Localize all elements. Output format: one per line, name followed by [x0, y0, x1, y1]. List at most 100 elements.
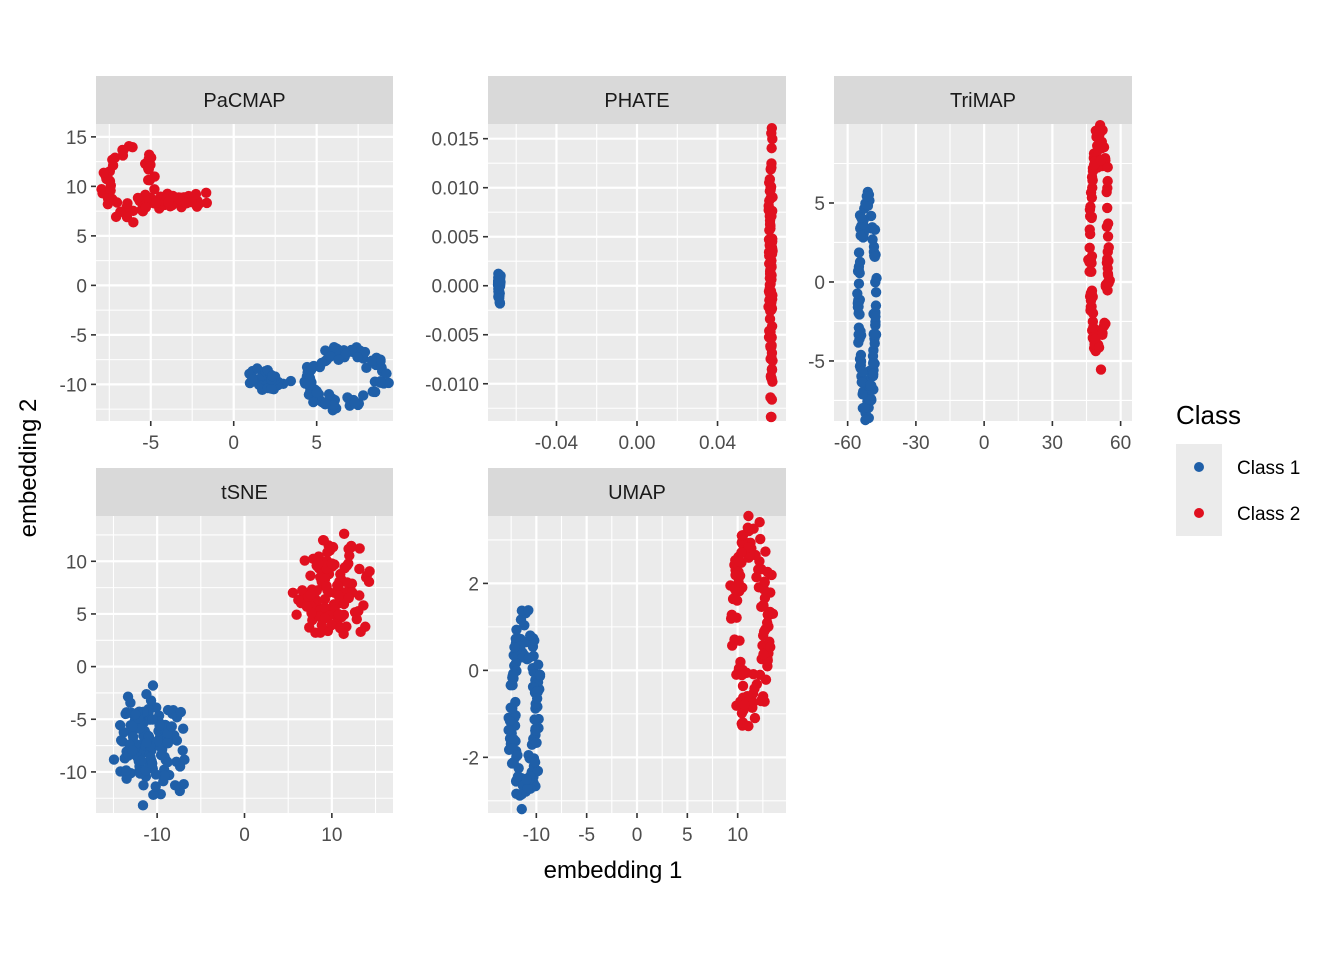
point-umap-class-1 — [511, 788, 522, 799]
point-trimap-class-1 — [867, 234, 878, 245]
point-trimap-class-2 — [1086, 212, 1097, 224]
y-tick-label: 0 — [468, 661, 479, 682]
point-tsne-class-2 — [351, 613, 362, 625]
point-trimap-class-2 — [1102, 175, 1113, 187]
point-tsne-class-2 — [326, 619, 338, 631]
point-trimap-class-2 — [1086, 266, 1097, 277]
point-trimap-class-2 — [1088, 322, 1099, 333]
point-tsne-class-1 — [159, 770, 170, 781]
y-tick-label: 5 — [76, 227, 87, 248]
point-pacmap-class-1 — [316, 357, 327, 369]
point-tsne-class-2 — [333, 590, 344, 602]
points-tsne — [108, 528, 375, 811]
point-trimap-class-1 — [855, 230, 866, 241]
axes-pacmap: -5 0 5 -10 -5 0 5 10 15 — [60, 128, 322, 454]
point-tsne-class-1 — [154, 720, 165, 731]
point-trimap-class-1 — [860, 414, 871, 426]
point-pacmap-class-1 — [359, 346, 371, 358]
point-pacmap-class-1 — [299, 378, 311, 389]
point-trimap-class-1 — [869, 224, 881, 235]
strip-pacmap — [96, 76, 393, 124]
point-umap-class-1 — [513, 762, 524, 774]
point-tsne-class-1 — [138, 780, 149, 791]
point-umap-class-1 — [525, 630, 536, 641]
y-tick-label: -5 — [808, 352, 825, 373]
x-tick-label: 0 — [239, 825, 250, 846]
panel-tsne: tSNE -10 0 10 -10 -5 0 5 10 — [60, 468, 393, 846]
point-tsne-class-2 — [321, 580, 332, 592]
point-trimap-class-1 — [857, 389, 868, 400]
point-umap-class-2 — [754, 669, 766, 680]
point-trimap-class-1 — [867, 350, 879, 362]
point-pacmap-class-1 — [349, 398, 361, 409]
point-trimap-class-2 — [1084, 242, 1095, 254]
axes-trimap: -60 -30 0 30 60 -5 0 5 — [808, 194, 1131, 454]
point-trimap-class-1 — [860, 199, 872, 210]
y-tick-label: 0 — [76, 658, 87, 679]
y-tick-label: -5 — [70, 326, 87, 347]
point-trimap-class-2 — [1095, 155, 1107, 166]
point-tsne-class-1 — [147, 680, 159, 691]
point-tsne-class-2 — [338, 628, 349, 640]
point-umap-class-1 — [534, 669, 546, 680]
legend-marker-class-1 — [1194, 462, 1204, 472]
point-tsne-class-2 — [301, 601, 313, 612]
point-pacmap-class-2 — [115, 206, 126, 218]
point-tsne-class-2 — [332, 580, 343, 591]
point-umap-class-2 — [733, 556, 744, 567]
x-tick-label: -5 — [142, 433, 159, 454]
point-tsne-class-2 — [291, 609, 302, 620]
x-tick-label: -0.04 — [535, 433, 579, 454]
point-pacmap-class-2 — [149, 184, 160, 195]
point-tsne-class-1 — [174, 761, 186, 772]
axes-umap: -10 -5 0 5 10 -2 0 2 — [462, 574, 748, 846]
point-tsne-class-2 — [354, 590, 365, 601]
point-tsne-class-2 — [344, 550, 355, 561]
point-umap-class-2 — [755, 695, 767, 707]
point-tsne-class-1 — [137, 800, 149, 811]
point-tsne-class-1 — [147, 714, 158, 725]
point-pacmap-class-1 — [267, 370, 278, 382]
point-tsne-class-1 — [136, 755, 147, 766]
x-tick-label: 0.04 — [699, 433, 736, 454]
point-umap-class-2 — [754, 516, 765, 528]
point-tsne-class-2 — [346, 540, 357, 552]
point-pacmap-class-1 — [333, 354, 344, 366]
point-pacmap-class-1 — [247, 374, 258, 385]
x-tick-label: 0.00 — [619, 433, 656, 454]
point-umap-class-2 — [731, 595, 743, 606]
point-trimap-class-2 — [1092, 144, 1104, 156]
point-trimap-class-2 — [1090, 125, 1102, 137]
point-pacmap-class-2 — [143, 163, 154, 175]
point-tsne-class-2 — [355, 626, 366, 638]
point-trimap-class-1 — [861, 191, 872, 202]
point-tsne-class-2 — [364, 566, 375, 577]
point-umap-class-1 — [509, 642, 520, 653]
point-trimap-class-2 — [1102, 162, 1113, 173]
point-trimap-class-1 — [853, 337, 864, 348]
point-tsne-class-1 — [141, 689, 152, 700]
point-umap-class-1 — [510, 696, 521, 708]
point-tsne-class-2 — [319, 602, 331, 613]
y-tick-label: 0.000 — [431, 277, 479, 298]
legend-label-class-2: Class 2 — [1237, 504, 1300, 525]
point-umap-class-1 — [523, 652, 535, 663]
point-tsne-class-1 — [169, 780, 181, 791]
point-tsne-class-1 — [120, 765, 132, 776]
point-trimap-class-1 — [852, 266, 864, 277]
point-phate-class-2 — [766, 142, 777, 154]
point-phate-class-2 — [766, 411, 777, 423]
x-tick-label: 0 — [632, 825, 643, 846]
point-trimap-class-1 — [857, 376, 868, 388]
point-pacmap-class-2 — [200, 187, 212, 199]
point-pacmap-class-1 — [375, 354, 386, 365]
point-umap-class-1 — [519, 620, 530, 631]
point-pacmap-class-2 — [143, 174, 154, 186]
points-phate — [492, 122, 778, 423]
point-tsne-class-2 — [293, 594, 304, 606]
strip-label-tsne: tSNE — [221, 482, 268, 504]
plot-area-pacmap — [96, 124, 393, 421]
point-trimap-class-2 — [1090, 333, 1101, 345]
y-tick-label: 15 — [66, 128, 87, 149]
